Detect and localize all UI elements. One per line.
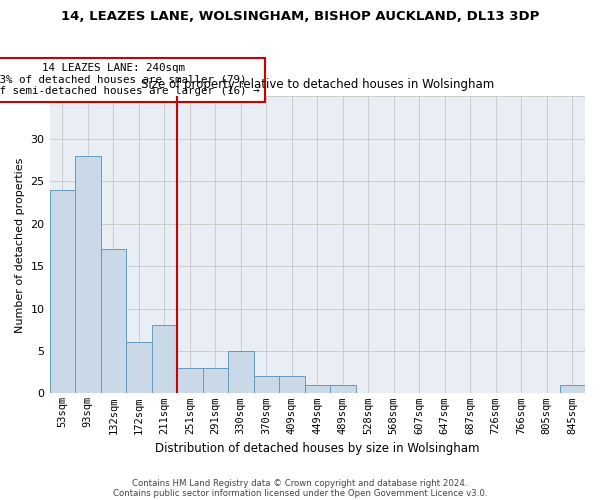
Text: Contains public sector information licensed under the Open Government Licence v3: Contains public sector information licen… xyxy=(113,488,487,498)
Bar xyxy=(330,385,356,394)
Bar xyxy=(560,385,585,394)
Y-axis label: Number of detached properties: Number of detached properties xyxy=(15,157,25,332)
Bar xyxy=(50,190,75,394)
Bar xyxy=(126,342,152,394)
Text: 14, LEAZES LANE, WOLSINGHAM, BISHOP AUCKLAND, DL13 3DP: 14, LEAZES LANE, WOLSINGHAM, BISHOP AUCK… xyxy=(61,10,539,23)
Bar xyxy=(177,368,203,394)
Bar xyxy=(305,385,330,394)
Bar xyxy=(279,376,305,394)
Bar xyxy=(203,368,228,394)
Text: Contains HM Land Registry data © Crown copyright and database right 2024.: Contains HM Land Registry data © Crown c… xyxy=(132,478,468,488)
Bar xyxy=(152,326,177,394)
X-axis label: Distribution of detached houses by size in Wolsingham: Distribution of detached houses by size … xyxy=(155,442,479,455)
Bar xyxy=(101,249,126,394)
Bar xyxy=(75,156,101,394)
Text: 14 LEAZES LANE: 240sqm
← 83% of detached houses are smaller (79)
17% of semi-det: 14 LEAZES LANE: 240sqm ← 83% of detached… xyxy=(0,63,260,96)
Bar xyxy=(228,351,254,394)
Bar xyxy=(254,376,279,394)
Title: Size of property relative to detached houses in Wolsingham: Size of property relative to detached ho… xyxy=(140,78,494,91)
